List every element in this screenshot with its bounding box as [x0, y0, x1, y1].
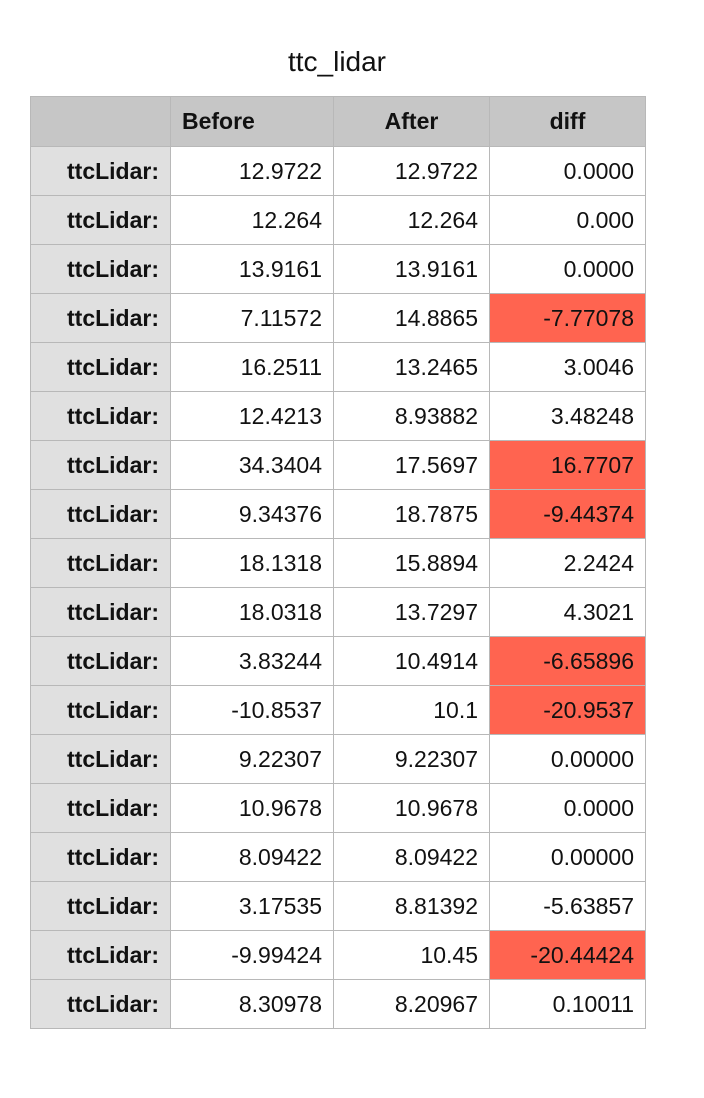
diff-cell: 0.000 [489, 195, 646, 245]
after-cell: 8.20967 [333, 979, 490, 1029]
after-cell: 17.5697 [333, 440, 490, 490]
table-row: ttcLidar: 12.4213 8.93882 3.48248 [30, 391, 646, 441]
before-cell: 34.3404 [170, 440, 334, 490]
table-row: ttcLidar: 10.9678 10.9678 0.0000 [30, 783, 646, 833]
row-label: ttcLidar: [30, 489, 171, 539]
row-label: ttcLidar: [30, 293, 171, 343]
diff-cell: -5.63857 [489, 881, 646, 931]
table-row: ttcLidar: 8.09422 8.09422 0.00000 [30, 832, 646, 882]
table-row: ttcLidar: 16.2511 13.2465 3.0046 [30, 342, 646, 392]
row-label: ttcLidar: [30, 636, 171, 686]
row-label: ttcLidar: [30, 440, 171, 490]
table-row: ttcLidar: 9.22307 9.22307 0.00000 [30, 734, 646, 784]
row-label: ttcLidar: [30, 391, 171, 441]
after-cell: 12.9722 [333, 146, 490, 196]
row-label: ttcLidar: [30, 685, 171, 735]
after-cell: 18.7875 [333, 489, 490, 539]
before-cell: -9.99424 [170, 930, 334, 980]
column-header-diff: diff [489, 96, 646, 147]
table-row: ttcLidar: 18.1318 15.8894 2.2424 [30, 538, 646, 588]
before-cell: -10.8537 [170, 685, 334, 735]
data-table: Before After diff ttcLidar: 12.9722 12.972… [30, 96, 646, 1029]
after-cell: 8.81392 [333, 881, 490, 931]
row-label: ttcLidar: [30, 244, 171, 294]
after-cell: 10.1 [333, 685, 490, 735]
table-row: ttcLidar: 12.9722 12.9722 0.0000 [30, 146, 646, 196]
table-row: ttcLidar: 18.0318 13.7297 4.3021 [30, 587, 646, 637]
column-header-before: Before [170, 96, 334, 147]
table-row: ttcLidar: 34.3404 17.5697 16.7707 [30, 440, 646, 490]
row-label: ttcLidar: [30, 538, 171, 588]
table-row: ttcLidar: -9.99424 10.45 -20.44424 [30, 930, 646, 980]
header-row: Before After diff [30, 96, 646, 147]
before-cell: 8.30978 [170, 979, 334, 1029]
row-label: ttcLidar: [30, 881, 171, 931]
after-cell: 13.2465 [333, 342, 490, 392]
table-row: ttcLidar: 13.9161 13.9161 0.0000 [30, 244, 646, 294]
before-cell: 3.17535 [170, 881, 334, 931]
before-cell: 9.34376 [170, 489, 334, 539]
after-cell: 8.09422 [333, 832, 490, 882]
before-cell: 7.11572 [170, 293, 334, 343]
before-cell: 12.4213 [170, 391, 334, 441]
column-header-after: After [333, 96, 490, 147]
after-cell: 9.22307 [333, 734, 490, 784]
diff-cell: 0.00000 [489, 832, 646, 882]
diff-cell-highlighted: 16.7707 [489, 440, 646, 490]
table-row: ttcLidar: 9.34376 18.7875 -9.44374 [30, 489, 646, 539]
row-label: ttcLidar: [30, 783, 171, 833]
before-cell: 8.09422 [170, 832, 334, 882]
after-cell: 14.8865 [333, 293, 490, 343]
table-row: ttcLidar: -10.8537 10.1 -20.9537 [30, 685, 646, 735]
row-label: ttcLidar: [30, 734, 171, 784]
before-cell: 16.2511 [170, 342, 334, 392]
diff-cell: 3.48248 [489, 391, 646, 441]
table-row: ttcLidar: 3.17535 8.81392 -5.63857 [30, 881, 646, 931]
after-cell: 13.9161 [333, 244, 490, 294]
diff-cell: 2.2424 [489, 538, 646, 588]
diff-cell: 3.0046 [489, 342, 646, 392]
row-label: ttcLidar: [30, 979, 171, 1029]
diff-cell: 0.0000 [489, 783, 646, 833]
row-label: ttcLidar: [30, 146, 171, 196]
after-cell: 12.264 [333, 195, 490, 245]
diff-cell: 0.0000 [489, 146, 646, 196]
diff-cell: 0.0000 [489, 244, 646, 294]
diff-cell-highlighted: -20.44424 [489, 930, 646, 980]
row-label: ttcLidar: [30, 930, 171, 980]
before-cell: 3.83244 [170, 636, 334, 686]
diff-cell-highlighted: -9.44374 [489, 489, 646, 539]
before-cell: 12.264 [170, 195, 334, 245]
before-cell: 10.9678 [170, 783, 334, 833]
before-cell: 13.9161 [170, 244, 334, 294]
before-cell: 18.0318 [170, 587, 334, 637]
table-row: ttcLidar: 7.11572 14.8865 -7.77078 [30, 293, 646, 343]
diff-cell: 4.3021 [489, 587, 646, 637]
after-cell: 13.7297 [333, 587, 490, 637]
table-row: ttcLidar: 3.83244 10.4914 -6.65896 [30, 636, 646, 686]
table-title: ttc_lidar [287, 46, 387, 77]
before-cell: 18.1318 [170, 538, 334, 588]
diff-cell-highlighted: -7.77078 [489, 293, 646, 343]
diff-cell-highlighted: -6.65896 [489, 636, 646, 686]
diff-cell: 0.10011 [489, 979, 646, 1029]
before-cell: 12.9722 [170, 146, 334, 196]
corner-cell [30, 96, 171, 147]
table-row: ttcLidar: 8.30978 8.20967 0.10011 [30, 979, 646, 1029]
after-cell: 8.93882 [333, 391, 490, 441]
row-label: ttcLidar: [30, 342, 171, 392]
row-label: ttcLidar: [30, 587, 171, 637]
diff-cell: 0.00000 [489, 734, 646, 784]
table-row: ttcLidar: 12.264 12.264 0.000 [30, 195, 646, 245]
diff-cell-highlighted: -20.9537 [489, 685, 646, 735]
row-label: ttcLidar: [30, 832, 171, 882]
after-cell: 10.45 [333, 930, 490, 980]
table-body: ttcLidar: 12.9722 12.9722 0.0000 ttcLidar: 12… [30, 146, 646, 1029]
after-cell: 10.9678 [333, 783, 490, 833]
after-cell: 15.8894 [333, 538, 490, 588]
row-label: ttcLidar: [30, 195, 171, 245]
before-cell: 9.22307 [170, 734, 334, 784]
after-cell: 10.4914 [333, 636, 490, 686]
